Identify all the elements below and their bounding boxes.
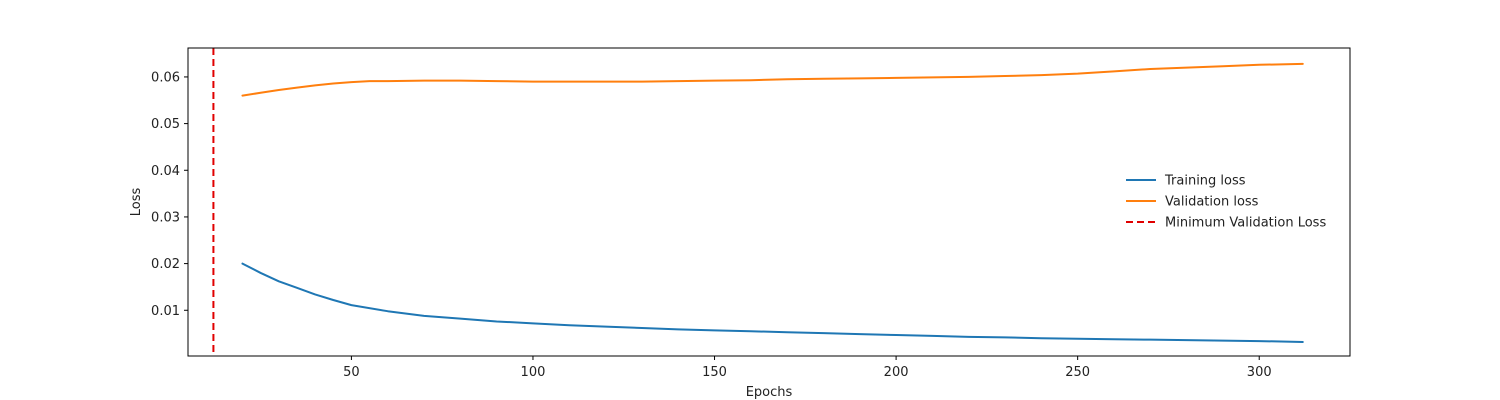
legend-label-minimum-validation-loss: Minimum Validation Loss [1165, 216, 1326, 231]
legend-label-validation-loss: Validation loss [1165, 195, 1259, 210]
legend: Training loss Validation loss Minimum Vali… [1126, 174, 1326, 231]
x-tick-label-200: 200 [884, 365, 909, 380]
training-loss-line [241, 262, 1304, 343]
y-tick-label-0-06: 0.06 [151, 70, 180, 85]
plot-frame [187, 47, 1351, 357]
x-axis-label: Epochs [746, 385, 793, 400]
validation-loss-line [241, 62, 1304, 97]
x-tick-label-100: 100 [521, 365, 546, 380]
x-tick-label-250: 250 [1065, 365, 1090, 380]
series-layer [212, 48, 1304, 356]
legend-label-training-loss: Training loss [1164, 174, 1246, 189]
y-tick-label-0-05: 0.05 [151, 117, 180, 132]
x-axis: 50 100 150 200 250 300 [343, 356, 1272, 380]
y-tick-label-0-03: 0.03 [151, 210, 180, 225]
x-tick-label-50: 50 [343, 365, 360, 380]
y-tick-label-0-01: 0.01 [151, 304, 180, 319]
y-axis: 0.01 0.02 0.03 0.04 0.05 0.06 [151, 70, 188, 319]
y-tick-label-0-04: 0.04 [151, 164, 180, 179]
y-tick-label-0-02: 0.02 [151, 257, 180, 272]
y-axis-label: Loss [129, 188, 144, 217]
x-tick-label-300: 300 [1247, 365, 1272, 380]
x-tick-label-150: 150 [702, 365, 727, 380]
